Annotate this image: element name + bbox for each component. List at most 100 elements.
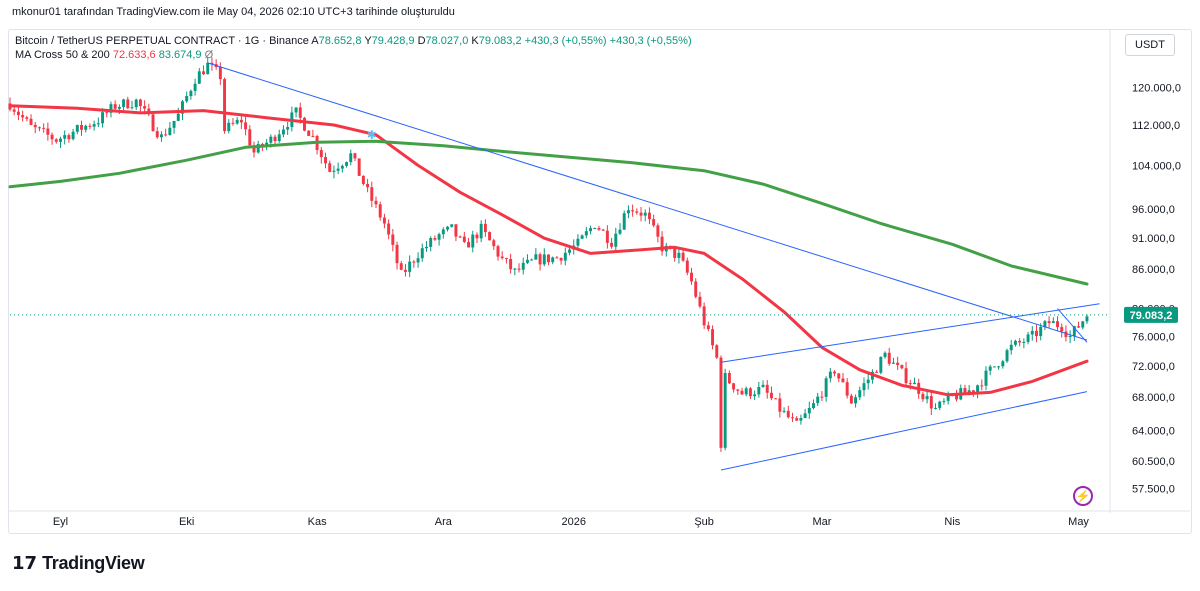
candle-body[interactable]	[803, 413, 807, 419]
candle-body[interactable]	[353, 153, 357, 159]
candle-body[interactable]	[618, 229, 622, 234]
candle-body[interactable]	[584, 231, 588, 236]
candle-body[interactable]	[732, 383, 736, 390]
candle-body[interactable]	[925, 396, 929, 400]
candle-body[interactable]	[227, 122, 231, 132]
candle-body[interactable]	[740, 390, 744, 395]
candle-body[interactable]	[622, 213, 626, 230]
candle-body[interactable]	[934, 407, 937, 409]
candle-body[interactable]	[197, 71, 201, 84]
candle-body[interactable]	[1001, 361, 1005, 367]
candle-body[interactable]	[866, 379, 870, 384]
candle-body[interactable]	[1026, 334, 1030, 342]
candle-body[interactable]	[652, 219, 656, 226]
candle-body[interactable]	[702, 306, 706, 326]
candle-body[interactable]	[580, 235, 584, 239]
candle-body[interactable]	[458, 236, 462, 238]
candle-body[interactable]	[84, 125, 88, 130]
candle-body[interactable]	[753, 394, 757, 397]
indicator-name[interactable]: MA Cross 50 & 200	[15, 49, 110, 61]
candle-body[interactable]	[795, 418, 799, 421]
candle-body[interactable]	[896, 362, 900, 366]
candle-body[interactable]	[273, 136, 277, 142]
candle-body[interactable]	[378, 204, 382, 218]
candle-body[interactable]	[635, 211, 639, 213]
candle-body[interactable]	[134, 99, 138, 108]
candle-body[interactable]	[774, 398, 778, 400]
candle-body[interactable]	[450, 224, 454, 227]
candle-body[interactable]	[298, 107, 302, 118]
candle-body[interactable]	[239, 119, 243, 123]
candle-body[interactable]	[21, 115, 25, 118]
candle-body[interactable]	[416, 258, 420, 263]
candle-body[interactable]	[513, 268, 517, 270]
candle-body[interactable]	[685, 260, 689, 273]
candle-body[interactable]	[845, 382, 849, 396]
candle-body[interactable]	[997, 366, 1001, 368]
candle-body[interactable]	[462, 236, 466, 242]
candle-body[interactable]	[143, 106, 147, 109]
candle-body[interactable]	[96, 123, 100, 125]
candle-body[interactable]	[176, 113, 180, 121]
candle-body[interactable]	[597, 228, 601, 230]
candle-body[interactable]	[492, 240, 496, 247]
candle-body[interactable]	[25, 117, 29, 119]
candle-body[interactable]	[189, 90, 193, 97]
candle-body[interactable]	[479, 223, 483, 239]
candle-body[interactable]	[791, 417, 794, 419]
candle-body[interactable]	[967, 390, 971, 393]
candle-body[interactable]	[711, 329, 715, 346]
candle-body[interactable]	[80, 124, 83, 130]
candle-body[interactable]	[281, 129, 285, 135]
candle-body[interactable]	[849, 395, 853, 404]
candle-body[interactable]	[698, 296, 702, 307]
candle-body[interactable]	[938, 401, 942, 408]
candle-body[interactable]	[769, 392, 773, 399]
candle-body[interactable]	[1064, 331, 1068, 338]
candle-body[interactable]	[345, 162, 349, 166]
candle-body[interactable]	[656, 225, 660, 237]
candle-body[interactable]	[126, 99, 130, 109]
candle-body[interactable]	[403, 269, 407, 272]
ma50-line[interactable]	[8, 104, 1089, 397]
candle-body[interactable]	[420, 248, 424, 259]
candle-body[interactable]	[425, 246, 428, 249]
candle-body[interactable]	[812, 403, 815, 408]
candle-body[interactable]	[643, 212, 647, 216]
candle-body[interactable]	[336, 168, 340, 171]
candle-body[interactable]	[1047, 321, 1051, 324]
candle-body[interactable]	[530, 259, 534, 261]
trendline-1[interactable]	[207, 62, 1088, 341]
candle-body[interactable]	[976, 385, 980, 393]
candle-body[interactable]	[294, 107, 298, 113]
candle-body[interactable]	[324, 157, 327, 164]
candle-body[interactable]	[319, 150, 323, 158]
candle-body[interactable]	[1056, 321, 1059, 328]
candle-body[interactable]	[1043, 321, 1047, 327]
candle-body[interactable]	[1005, 350, 1009, 362]
candle-body[interactable]	[446, 226, 449, 230]
candle-body[interactable]	[833, 371, 837, 374]
candle-body[interactable]	[904, 368, 908, 384]
candle-body[interactable]	[715, 345, 719, 358]
candle-body[interactable]	[942, 400, 946, 402]
candle-body[interactable]	[59, 138, 62, 142]
candle-body[interactable]	[67, 135, 71, 140]
candle-body[interactable]	[883, 352, 887, 357]
candle-body[interactable]	[235, 119, 239, 124]
candle-body[interactable]	[122, 99, 126, 107]
candle-body[interactable]	[361, 175, 365, 185]
candle-body[interactable]	[12, 109, 16, 112]
candle-body[interactable]	[168, 127, 172, 135]
candle-body[interactable]	[858, 390, 862, 398]
candle-body[interactable]	[547, 254, 550, 263]
candle-body[interactable]	[429, 238, 433, 247]
candle-body[interactable]	[677, 252, 681, 258]
candle-body[interactable]	[101, 112, 105, 124]
candle-body[interactable]	[172, 120, 176, 128]
candle-body[interactable]	[307, 130, 311, 136]
candle-body[interactable]	[206, 62, 210, 75]
candle-body[interactable]	[626, 210, 630, 214]
candle-body[interactable]	[681, 252, 685, 261]
candle-body[interactable]	[357, 158, 361, 176]
